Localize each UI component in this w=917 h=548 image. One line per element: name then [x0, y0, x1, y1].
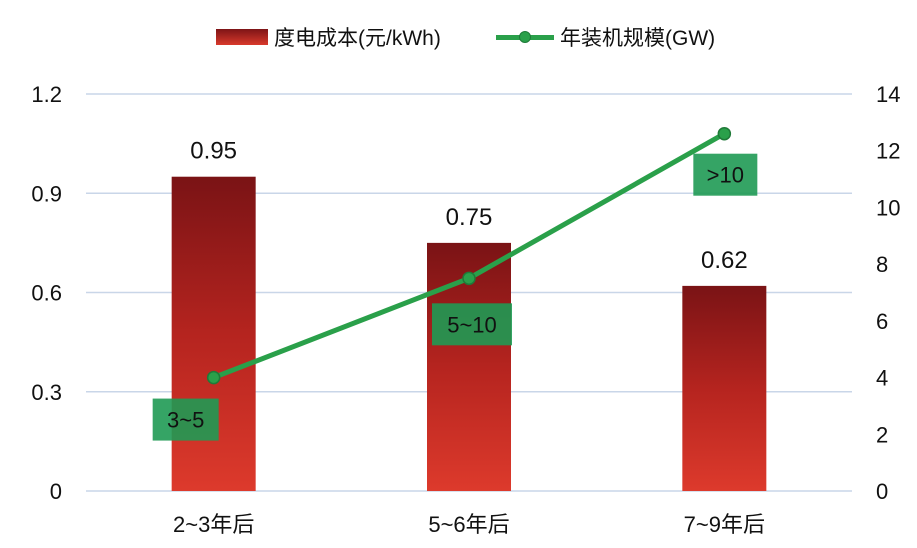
- line-point: [206, 370, 221, 385]
- line-value-label: 3~5: [167, 408, 204, 433]
- line-point: [462, 271, 476, 286]
- bar: [682, 285, 767, 491]
- chart-legend: 度电成本(元/kWh) 年装机规模(GW): [0, 22, 917, 52]
- y-right-tick-label: 6: [876, 309, 888, 334]
- y-right-tick-label: 10: [876, 195, 900, 220]
- legend-line-swatch: [496, 29, 554, 45]
- line-label-box: [152, 398, 219, 441]
- x-tick-label: 2~3年后: [173, 512, 254, 537]
- y-left-tick-label: 0.6: [31, 281, 62, 306]
- line-label-box: [693, 153, 758, 196]
- legend-bar-swatch: [216, 29, 268, 45]
- x-tick-label: 7~9年后: [684, 512, 765, 537]
- line-point: [717, 126, 732, 141]
- y-right-tick-label: 2: [876, 422, 888, 447]
- y-right-tick-label: 12: [876, 139, 900, 164]
- bar-value-label: 0.95: [190, 138, 237, 165]
- y-left-tick-label: 1.2: [31, 82, 62, 107]
- legend-item-cost: 度电成本(元/kWh): [216, 22, 441, 52]
- x-tick-label: 5~6年后: [428, 512, 509, 537]
- y-right-tick-label: 4: [876, 366, 888, 391]
- y-left-tick-label: 0: [50, 479, 62, 504]
- bar-value-label: 0.62: [701, 247, 748, 274]
- line-label-box: [432, 303, 512, 346]
- bar-value-label: 0.75: [446, 204, 493, 231]
- bar: [171, 176, 256, 492]
- legend-label-capacity: 年装机规模(GW): [560, 27, 716, 50]
- legend-item-capacity: 年装机规模(GW): [496, 22, 715, 52]
- y-right-tick-label: 14: [876, 82, 900, 107]
- line-value-label: 5~10: [447, 312, 497, 337]
- y-left-tick-label: 0.3: [31, 380, 62, 405]
- y-right-tick-label: 0: [876, 479, 888, 504]
- line-value-label: >10: [707, 163, 744, 188]
- legend-label-cost: 度电成本(元/kWh): [274, 27, 441, 50]
- y-left-tick-label: 0.9: [31, 181, 62, 206]
- y-right-tick-label: 8: [876, 252, 888, 277]
